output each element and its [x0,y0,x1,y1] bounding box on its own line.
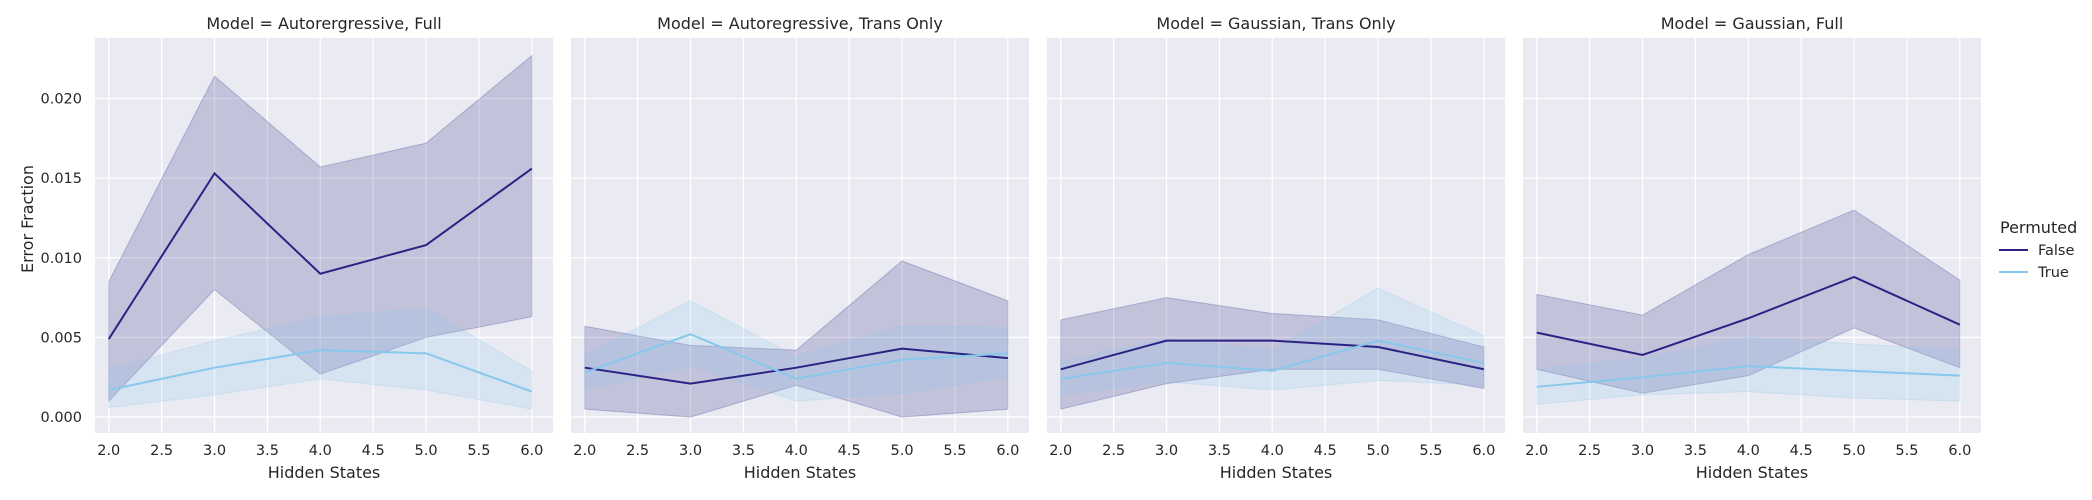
x-tick-label: 4.0 [1737,443,1760,459]
x-tick-label: 2.0 [97,443,120,459]
confidence-band-false [108,54,533,403]
x-axis-label: Hidden States [1220,463,1333,482]
x-tick-label: 3.5 [732,443,755,459]
confidence-band-false [584,260,1009,418]
series-line-true [108,349,533,393]
x-tick-label: 5.0 [1367,443,1390,459]
x-tick-label: 2.0 [573,443,596,459]
x-tick-label: 2.0 [1525,443,1548,459]
facet-panel: Model = Autoregressive, Trans Only 2.0 2.5… [571,14,1029,482]
x-tick-label: 3.5 [256,443,279,459]
x-tick-label: 3.5 [1208,443,1231,459]
x-tick-label: 5.0 [415,443,438,459]
x-tick-label: 5.5 [467,443,490,459]
confidence-band-true [108,308,533,410]
x-tick-label: 5.0 [1843,443,1866,459]
x-tick-label: 6.0 [520,443,543,459]
facet-title: Model = Gaussian, Full [1661,14,1844,33]
y-tick-label: 0.015 [40,171,82,187]
x-tick-label: 2.5 [150,443,173,459]
x-tick-label: 3.0 [679,443,702,459]
facet-panel: Model = Gaussian, Trans Only 2.0 2.5 3.0 3.5… [1047,14,1505,482]
series-line-true [1060,339,1485,380]
x-tick-label: 2.5 [1102,443,1125,459]
x-tick-label: 6.0 [1948,443,1971,459]
x-tick-label: 6.0 [996,443,1019,459]
legend-label-false: False [2038,243,2074,259]
facet-title: Model = Gaussian, Trans Only [1156,14,1395,33]
x-tick-label: 3.0 [1155,443,1178,459]
series-line-true [584,333,1008,380]
series-line-false [1536,275,1961,356]
plot-area [1047,38,1505,433]
x-axis-label: Hidden States [744,463,857,482]
x-tick-label: 3.5 [1684,443,1707,459]
series-line-false [107,167,533,340]
confidence-band-false [1536,209,1961,394]
confidence-band-false [1060,297,1485,410]
legend-label-true: True [2037,265,2069,281]
series-line-true [1536,365,1960,388]
y-tick-label: 0.000 [40,410,82,426]
y-axis-label: Error Fraction [18,165,37,273]
x-tick-label: 4.0 [785,443,808,459]
facet-title: Model = Autorergressive, Full [206,14,441,33]
x-tick-label: 5.5 [1895,443,1918,459]
confidence-band-true [1060,287,1485,396]
series-line-false [1060,339,1485,371]
x-tick-label: 5.5 [1419,443,1442,459]
facet-panel: Model = Gaussian, Full 2.0 2.5 3.0 3.5 4.0 4.5… [1523,14,1981,482]
series-line-false [584,347,1008,385]
x-tick-label: 2.5 [1578,443,1601,459]
y-tick-label: 0.010 [40,251,82,267]
x-tick-label: 6.0 [1472,443,1495,459]
x-tick-label: 4.5 [362,443,385,459]
legend-title: Permuted [2000,218,2077,237]
x-axis-label: Hidden States [268,463,381,482]
x-tick-label: 4.0 [309,443,332,459]
x-tick-label: 5.0 [891,443,914,459]
x-tick-label: 3.0 [1631,443,1654,459]
x-axis-label: Hidden States [1696,463,1809,482]
y-tick-label: 0.005 [40,330,82,346]
x-tick-label: 3.0 [203,443,226,459]
x-tick-label: 4.5 [1790,443,1813,459]
x-tick-label: 4.5 [1314,443,1337,459]
x-tick-label: 2.0 [1049,443,1072,459]
confidence-band-true [584,300,1009,402]
x-tick-label: 5.5 [943,443,966,459]
x-tick-label: 4.0 [1261,443,1284,459]
facet-panels: Model = Autorergressive, Full 2.0 2.5 3.0 3.… [40,14,1981,482]
x-tick-label: 2.5 [626,443,649,459]
facet-panel: Model = Autorergressive, Full 2.0 2.5 3.0 3.… [40,14,553,482]
plot-area [95,38,553,433]
confidence-band-true [1536,336,1961,405]
facet-title: Model = Autoregressive, Trans Only [657,14,943,33]
y-tick-label: 0.020 [40,92,82,108]
x-tick-label: 4.5 [838,443,861,459]
legend: Permuted False True [1999,218,2077,281]
